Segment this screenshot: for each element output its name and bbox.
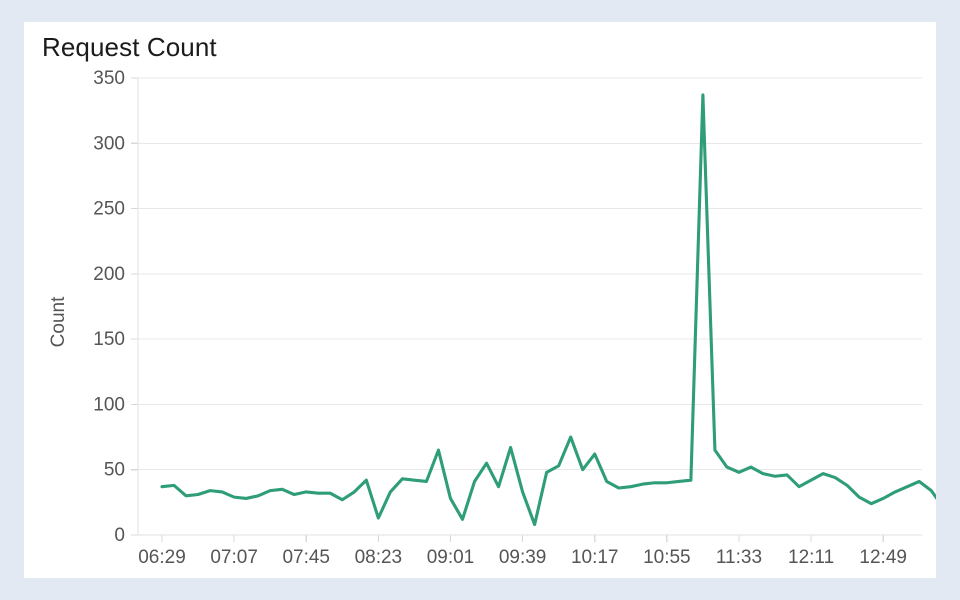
y-tick-label: 250 bbox=[93, 199, 125, 220]
chart-card: Request Count 0 50 100 150 200 250 300 350 06:2… bbox=[24, 22, 936, 578]
y-tick-label: 100 bbox=[93, 394, 125, 415]
x-tick-label: 07:45 bbox=[282, 547, 330, 568]
x-tick-label: 11:33 bbox=[716, 547, 762, 568]
data-series-line bbox=[160, 93, 936, 527]
gridlines-group bbox=[138, 77, 922, 536]
x-tick-label: 12:11 bbox=[788, 547, 834, 568]
y-tick-label: 50 bbox=[104, 460, 125, 481]
x-tick-label: 06:29 bbox=[138, 547, 186, 568]
x-tick-label: 07:07 bbox=[210, 547, 258, 568]
y-tick-label: 300 bbox=[93, 133, 125, 154]
y-tick-label: 0 bbox=[114, 525, 125, 546]
x-tick-label: 12:49 bbox=[859, 547, 907, 568]
y-axis-ticks-group: 0 50 100 150 200 250 300 350 bbox=[93, 68, 138, 546]
y-tick-label: 350 bbox=[93, 68, 125, 89]
x-axis-ticks-group: 06:29 07:07 07:45 08:23 09:01 09:39 10:17 10:55… bbox=[138, 535, 907, 568]
x-tick-label: 08:23 bbox=[355, 547, 403, 568]
y-tick-label: 150 bbox=[93, 329, 125, 350]
y-axis-title: Count bbox=[48, 296, 69, 347]
x-tick-label: 10:55 bbox=[643, 547, 691, 568]
x-tick-label: 09:39 bbox=[499, 547, 547, 568]
x-tick-label: 10:17 bbox=[571, 547, 619, 568]
axis-lines-group bbox=[137, 78, 922, 536]
line-chart-plot: 0 50 100 150 200 250 300 350 06:29 07:07 07:45 08:… bbox=[48, 68, 936, 568]
y-tick-label: 200 bbox=[93, 264, 125, 285]
page-title: Request Count bbox=[42, 32, 217, 62]
x-tick-label: 09:01 bbox=[427, 547, 475, 568]
